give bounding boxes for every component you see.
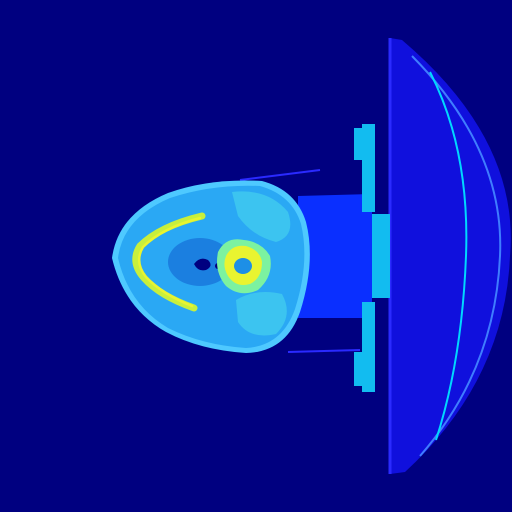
board-plate <box>298 194 372 318</box>
mandible <box>132 212 206 312</box>
mandible-core <box>137 216 202 308</box>
board-bar <box>372 214 390 298</box>
airway <box>194 258 211 271</box>
head-neck-section <box>112 180 310 353</box>
neck-muscle-left <box>232 191 291 242</box>
mask-strap-top <box>239 169 321 181</box>
lower-clamp-tab <box>354 352 362 386</box>
couch-outer-rim <box>411 55 502 457</box>
cervical-vertebra <box>217 239 271 294</box>
mask-strap-bottom <box>287 349 361 353</box>
neck-muscle-right <box>236 292 287 336</box>
couch-highlight-line <box>429 71 468 441</box>
couch-shell <box>390 38 511 474</box>
upper-clamp-tab <box>354 128 362 160</box>
spinal-canal <box>234 258 252 274</box>
upper-clamp <box>362 124 375 212</box>
lower-clamp <box>362 302 375 392</box>
immobilization-board <box>239 124 390 392</box>
